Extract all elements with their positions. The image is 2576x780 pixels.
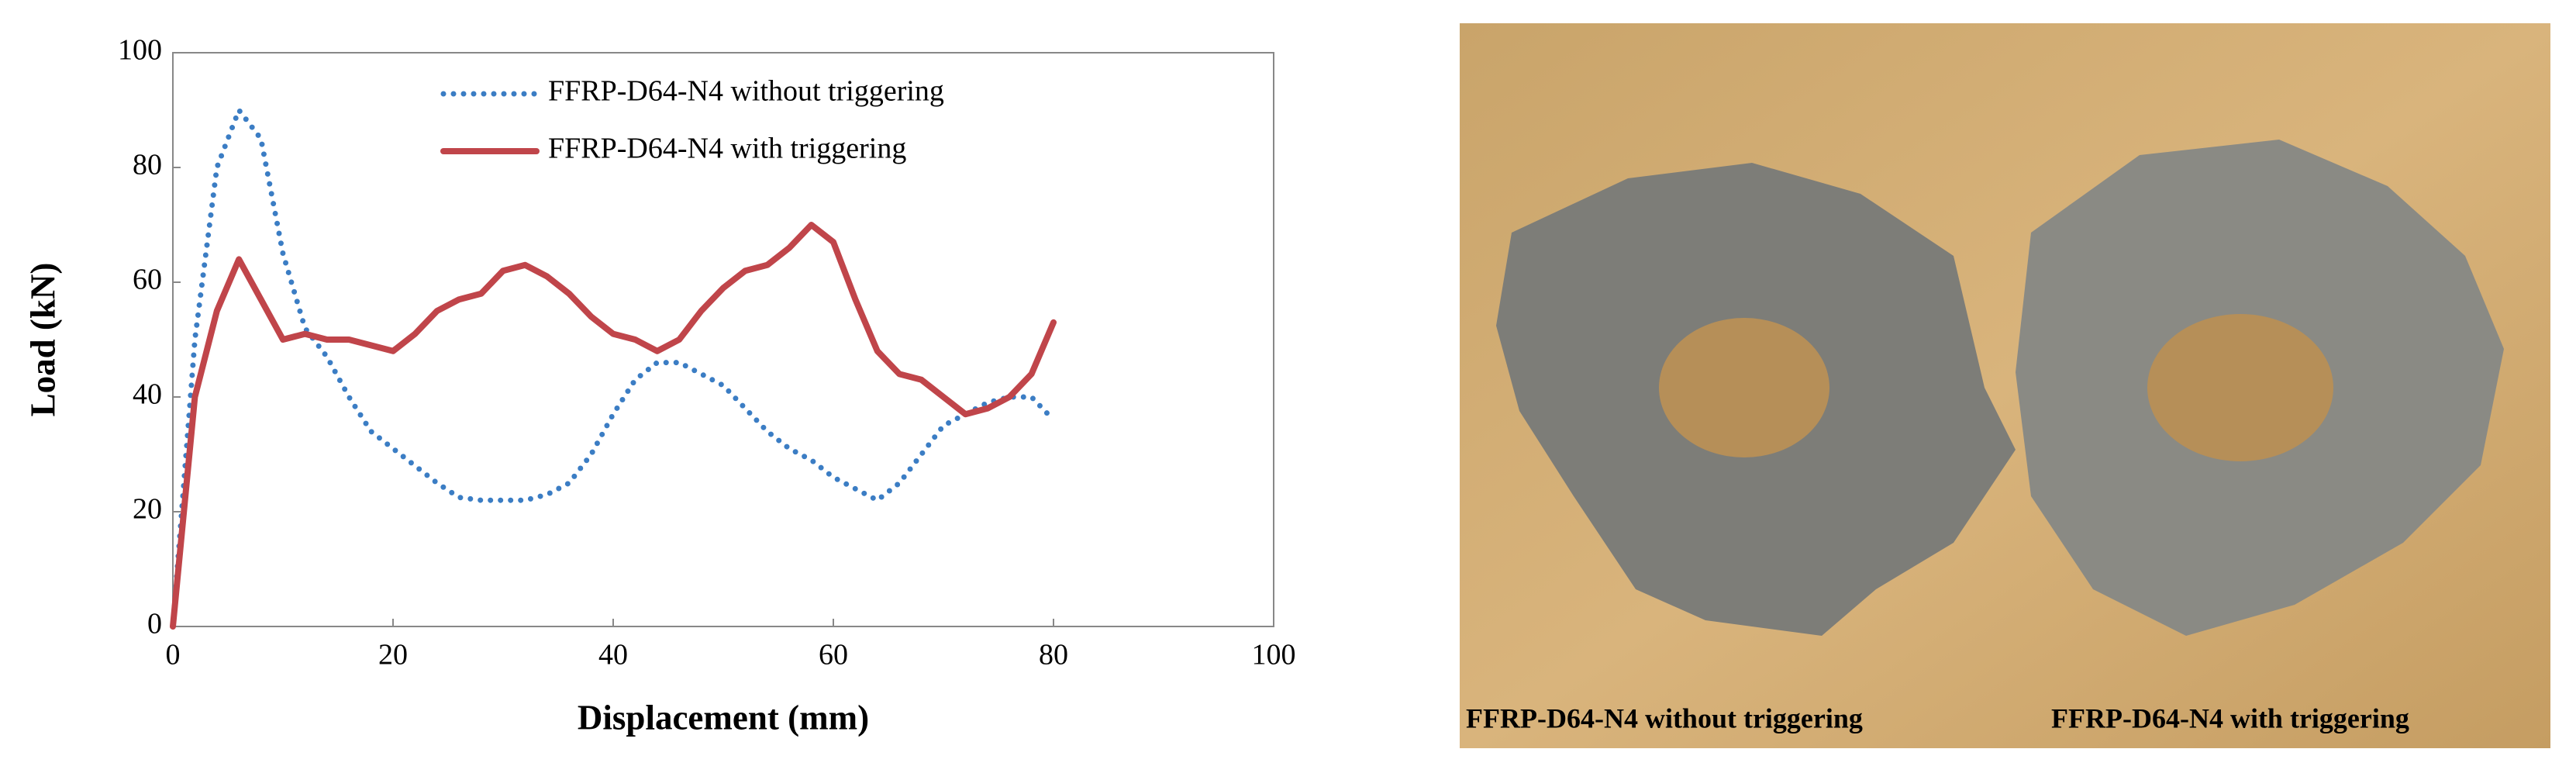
photo-caption: FFRP-D64-N4 without triggering xyxy=(1466,702,1863,733)
y-tick-label: 100 xyxy=(118,34,162,67)
y-tick-label: 0 xyxy=(147,608,162,640)
y-tick-label: 20 xyxy=(133,493,162,526)
specimen-hole xyxy=(1659,318,1829,457)
x-tick-label: 0 xyxy=(166,639,181,671)
y-tick-label: 40 xyxy=(133,378,162,411)
x-axis-label: Displacement (mm) xyxy=(578,698,869,737)
y-tick-label: 80 xyxy=(133,149,162,181)
legend-label: FFRP-D64-N4 without triggering xyxy=(548,75,944,108)
plot-frame xyxy=(172,52,1274,627)
x-tick-label: 40 xyxy=(598,639,628,671)
series-line xyxy=(170,222,1057,630)
legend-label: FFRP-D64-N4 with triggering xyxy=(548,133,906,165)
photo: FFRP-D64-N4 without triggering FFRP-D64-… xyxy=(1460,23,2550,748)
x-tick-label: 80 xyxy=(1039,639,1068,671)
y-tick-label: 60 xyxy=(133,264,162,296)
specimen-hole xyxy=(2147,314,2333,461)
photo-caption: FFRP-D64-N4 with triggering xyxy=(2051,702,2409,733)
x-tick-label: 20 xyxy=(378,639,408,671)
series-line xyxy=(170,107,1057,630)
x-tick-label: 100 xyxy=(1252,639,1296,671)
y-axis-label: Load (kN) xyxy=(23,263,62,417)
x-tick-label: 60 xyxy=(819,639,848,671)
